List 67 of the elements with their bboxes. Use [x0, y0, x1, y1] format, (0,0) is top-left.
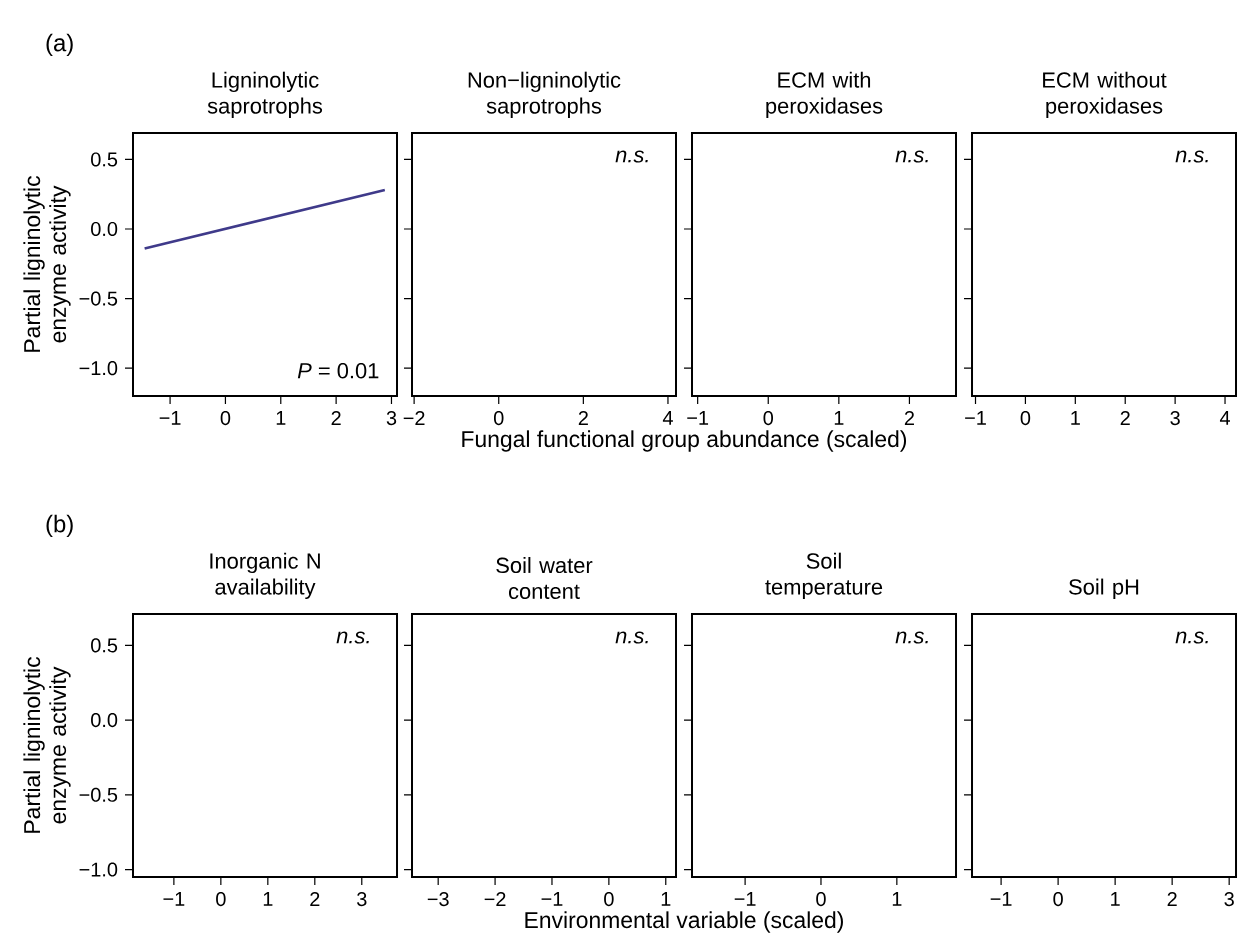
x-tick-label: 2 [904, 411, 914, 425]
x-tick-label: 3 [1170, 411, 1180, 426]
x-tick-label: 2 [331, 411, 341, 425]
x-tick-label: 3 [356, 892, 367, 907]
annotation: n.s. [1175, 631, 1208, 644]
y-tick-label: 0.0 [91, 221, 118, 237]
y-tick-label: 0.5 [91, 152, 118, 167]
annotation: n.s. [615, 631, 648, 644]
x-tick-label: 1 [892, 892, 902, 906]
chart-title: Soil pH [1069, 578, 1139, 599]
x-axis-title: Fungal functional group abundance (scaled) [462, 430, 907, 452]
annotation: n.s. [895, 150, 928, 163]
x-tick-label: 2 [578, 411, 588, 425]
chart-title: Ligninolytic saprotrophs [207, 71, 323, 118]
x-tick-label: 2 [1167, 892, 1177, 906]
x-tick-label: 0 [493, 411, 504, 426]
text: (b) [46, 514, 73, 538]
x-tick-label: 0 [1053, 892, 1063, 907]
chart-title: Soil temperature [765, 552, 883, 599]
chart-title: Soil water content [496, 557, 593, 599]
y-axis-title: Partial ligninolytic enzyme activity [23, 657, 71, 833]
chart-title: Non−ligninolytic saprotrophs [468, 71, 621, 118]
x-tick-label: 0 [604, 892, 614, 907]
x-tick-label: 0 [816, 892, 826, 907]
y-tick-label: 0.0 [91, 713, 118, 728]
x-tick-label: 0 [220, 411, 231, 426]
x-tick-label: 3 [1224, 892, 1234, 907]
x-tick-label: 0 [1020, 411, 1031, 426]
x-tick-label: −1 [687, 411, 709, 425]
x-tick-label: 2 [1120, 411, 1130, 425]
x-tick-label: −2 [403, 411, 425, 425]
chart-title: Inorganic N availability [210, 552, 320, 599]
x-tick-label: 1 [834, 411, 844, 425]
x-tick-label: −1 [541, 892, 563, 906]
x-axis-title: Environmental variable (scaled) [525, 911, 843, 933]
x-tick-label: 1 [1111, 892, 1120, 906]
x-tick-label: −3 [427, 892, 449, 907]
y-tick-label: −1.0 [79, 361, 118, 376]
y-tick-label: −0.5 [79, 787, 118, 802]
y-tick-label: −0.5 [79, 291, 118, 306]
annotation: n.s. [336, 631, 369, 644]
annotation: n.s. [1175, 150, 1208, 163]
y-axis-title: Partial ligninolytic enzyme activity [23, 176, 71, 352]
x-tick-label: −1 [734, 892, 756, 906]
x-tick-label: −1 [163, 892, 185, 906]
x-tick-label: 0 [763, 411, 774, 426]
x-tick-label: 1 [263, 892, 273, 906]
annotation: P = 0.01 [297, 362, 379, 379]
x-tick-label: −2 [484, 892, 506, 906]
x-tick-label: 3 [386, 411, 397, 426]
chart-title: ECM with peroxidases [766, 71, 883, 118]
x-tick-label: −1 [159, 411, 181, 425]
y-tick-label: 0.5 [91, 638, 118, 653]
text: (a) [46, 33, 73, 57]
annotation: n.s. [615, 150, 648, 163]
x-tick-label: 1 [661, 892, 671, 906]
y-tick-label: −1.0 [79, 862, 118, 877]
x-tick-label: 1 [1071, 411, 1080, 425]
x-tick-label: 4 [1219, 411, 1230, 425]
x-tick-label: 4 [662, 411, 673, 425]
x-tick-label: 1 [276, 411, 286, 425]
x-tick-label: −1 [965, 411, 986, 425]
x-tick-label: 2 [310, 892, 320, 906]
x-tick-label: −1 [990, 892, 1012, 906]
chart-title: ECM without peroxidases [1043, 71, 1167, 118]
x-tick-label: 0 [216, 892, 226, 907]
annotation: n.s. [895, 631, 928, 644]
